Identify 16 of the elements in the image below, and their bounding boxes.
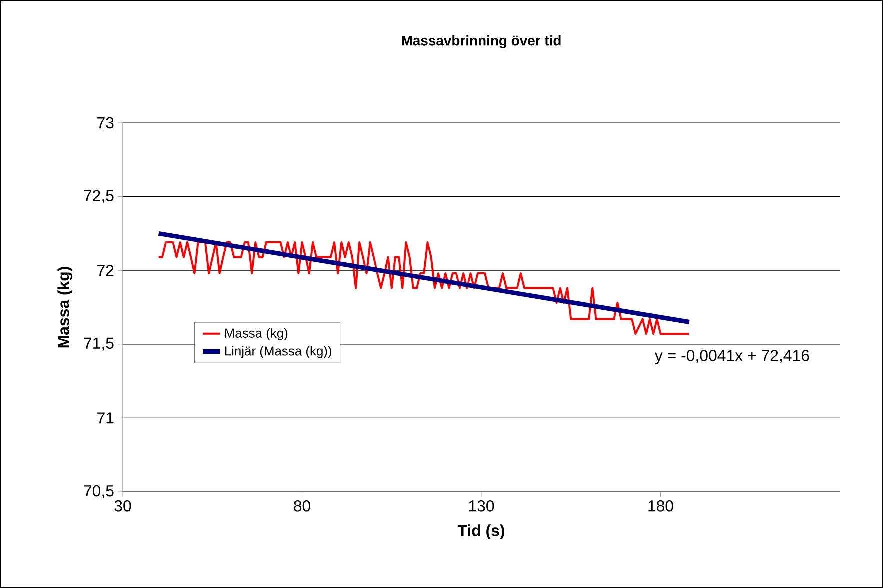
y-tick-label: 71,5 [84,338,114,351]
y-tick-label: 72,5 [84,190,114,204]
x-tick-label: 180 [648,500,674,512]
y-tick-label: 73 [98,117,114,129]
legend-label: Linjär (Massa (kg)) [225,346,332,358]
x-tick-label: 30 [114,500,132,512]
chart-title: Massavbrinning över tid [402,35,561,49]
x-tick-label: 130 [469,500,494,512]
y-tick-label: 70,5 [84,485,114,499]
x-tick-label: 80 [294,500,310,512]
legend-label: Massa (kg) [225,328,288,341]
y-tick-label: 71 [98,412,114,424]
x-axis-title: Tid (s) [458,524,504,540]
y-tick-label: 72 [98,265,114,276]
annotation: y = -0,0041x + 72,416 [654,350,810,365]
y-axis-title: Massa (kg) [58,267,73,348]
